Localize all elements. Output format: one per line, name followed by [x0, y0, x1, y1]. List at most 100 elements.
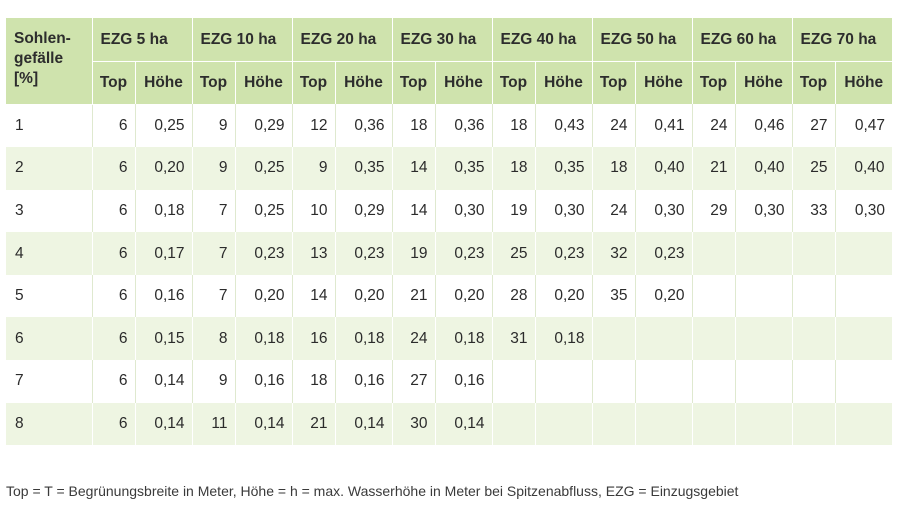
table-cell: 35 [592, 274, 636, 318]
table-cell: 0,23 [335, 232, 393, 275]
table-cell: 24 [692, 104, 736, 148]
subheader-hoehe: Höhe [335, 61, 393, 104]
table-cell: 0,14 [135, 402, 193, 446]
row-label-sohlengefaelle: 6 [6, 317, 93, 361]
table-cell [692, 232, 736, 275]
table-cell: 0,46 [735, 104, 793, 148]
table-cell: 6 [92, 104, 136, 148]
row-label-sohlengefaelle: 2 [6, 147, 93, 190]
table-cell [535, 402, 593, 446]
table-cell [735, 402, 793, 446]
table-cell: 0,20 [535, 274, 593, 318]
table-row: 3 6 0,18 7 0,25 10 0,29 14 0,30 19 0,30 24 0,30 29 0,3… [6, 189, 892, 233]
table-cell: 18 [292, 360, 336, 403]
table-cell: 0,47 [835, 104, 892, 148]
table-cell [835, 317, 893, 361]
table-cell [592, 317, 636, 361]
table-cell: 10 [292, 189, 336, 233]
table-cell: 0,14 [435, 402, 493, 446]
table-cell: 0,14 [335, 402, 393, 446]
table-cell: 19 [392, 232, 436, 275]
table-cell: 0,25 [135, 104, 193, 148]
table-cell: 0,20 [335, 274, 393, 318]
corner-header-line: Sohlen- [14, 30, 71, 47]
table-cell [792, 317, 836, 361]
table-cell: 0,40 [835, 147, 893, 190]
table-cell: 0,14 [235, 402, 293, 446]
subheader-top: Top [792, 61, 836, 104]
table-row: 7 6 0,14 9 0,16 18 0,16 27 0,16 [6, 360, 892, 403]
table-cell: 0,16 [335, 360, 393, 403]
table-cell: 0,30 [835, 189, 892, 233]
table-cell: 0,16 [235, 360, 293, 403]
table-cell: 0,20 [135, 147, 193, 190]
table-row: 5 6 0,16 7 0,20 14 0,20 21 0,20 28 0,20 35 0,20 [6, 274, 892, 318]
table-cell: 18 [492, 147, 536, 190]
table-cell [835, 232, 893, 275]
table-cell: 0,16 [435, 360, 493, 403]
table-cell: 14 [292, 274, 336, 318]
table-cell: 0,14 [135, 360, 193, 403]
table-cell [492, 360, 536, 403]
table-cell: 0,25 [235, 189, 293, 233]
table-cell [792, 274, 836, 318]
group-header: EZG 40 ha [492, 18, 593, 62]
data-table: Sohlen-gefälle [%] EZG 5 ha EZG 10 ha EZG 20… [6, 18, 893, 446]
table-cell: 9 [192, 104, 236, 148]
table-cell: 28 [492, 274, 536, 318]
row-label-sohlengefaelle: 8 [6, 402, 93, 446]
table-cell: 0,18 [535, 317, 593, 361]
table-cell: 0,18 [135, 189, 193, 233]
table-cell: 11 [192, 402, 236, 446]
table-cell [635, 360, 693, 403]
table-cell: 13 [292, 232, 336, 275]
table-row: 8 6 0,14 11 0,14 21 0,14 30 0,14 [6, 402, 893, 446]
table-cell: 25 [792, 147, 836, 190]
group-header: EZG 50 ha [592, 18, 693, 62]
subheader-hoehe: Höhe [135, 61, 193, 104]
table-cell [792, 360, 836, 403]
table-cell: 24 [592, 189, 636, 233]
table-cell [635, 402, 693, 446]
table-cell: 0,23 [535, 232, 593, 275]
table-cell [492, 402, 536, 446]
subheader-hoehe: Höhe [835, 61, 892, 104]
table-cell: 0,29 [335, 189, 393, 233]
table-cell: 0,23 [435, 232, 493, 275]
table-cell: 0,25 [235, 147, 293, 190]
table-cell: 7 [192, 189, 236, 233]
table-cell [635, 317, 693, 361]
table-cell: 6 [92, 360, 136, 403]
table-cell: 0,23 [635, 232, 693, 275]
table-cell: 0,29 [235, 104, 293, 148]
table-cell: 0,18 [235, 317, 293, 361]
group-header: EZG 5 ha [92, 18, 193, 62]
table-cell: 24 [592, 104, 636, 148]
table-cell: 30 [392, 402, 436, 446]
table-cell: 7 [192, 274, 236, 318]
table-cell: 0,35 [335, 147, 393, 190]
table-cell: 6 [92, 274, 136, 318]
table-cell [735, 360, 793, 403]
table-cell: 32 [592, 232, 636, 275]
table-cell: 0,30 [435, 189, 493, 233]
table-cell: 14 [392, 147, 436, 190]
table-cell: 6 [92, 189, 136, 233]
table-cell: 9 [292, 147, 336, 190]
column-header-sohlengefaelle: Sohlen-gefälle [%] [6, 18, 93, 105]
table-cell: 18 [592, 147, 636, 190]
table-footnote: Top = T = Begrünungsbreite in Meter, Höh… [6, 483, 739, 499]
row-label-sohlengefaelle: 1 [6, 104, 93, 148]
table-cell [835, 402, 893, 446]
table-row: 4 6 0,17 7 0,23 13 0,23 19 0,23 25 0,23 32 0,23 [6, 232, 893, 275]
table-cell: 27 [792, 104, 836, 148]
row-label-sohlengefaelle: 3 [6, 189, 93, 233]
table-cell: 14 [392, 189, 436, 233]
table-cell: 16 [292, 317, 336, 361]
table-cell: 0,18 [435, 317, 493, 361]
table-cell: 21 [392, 274, 436, 318]
table-cell: 31 [492, 317, 536, 361]
table-cell: 0,40 [635, 147, 693, 190]
table-cell: 12 [292, 104, 336, 148]
group-header: EZG 70 ha [792, 18, 892, 62]
